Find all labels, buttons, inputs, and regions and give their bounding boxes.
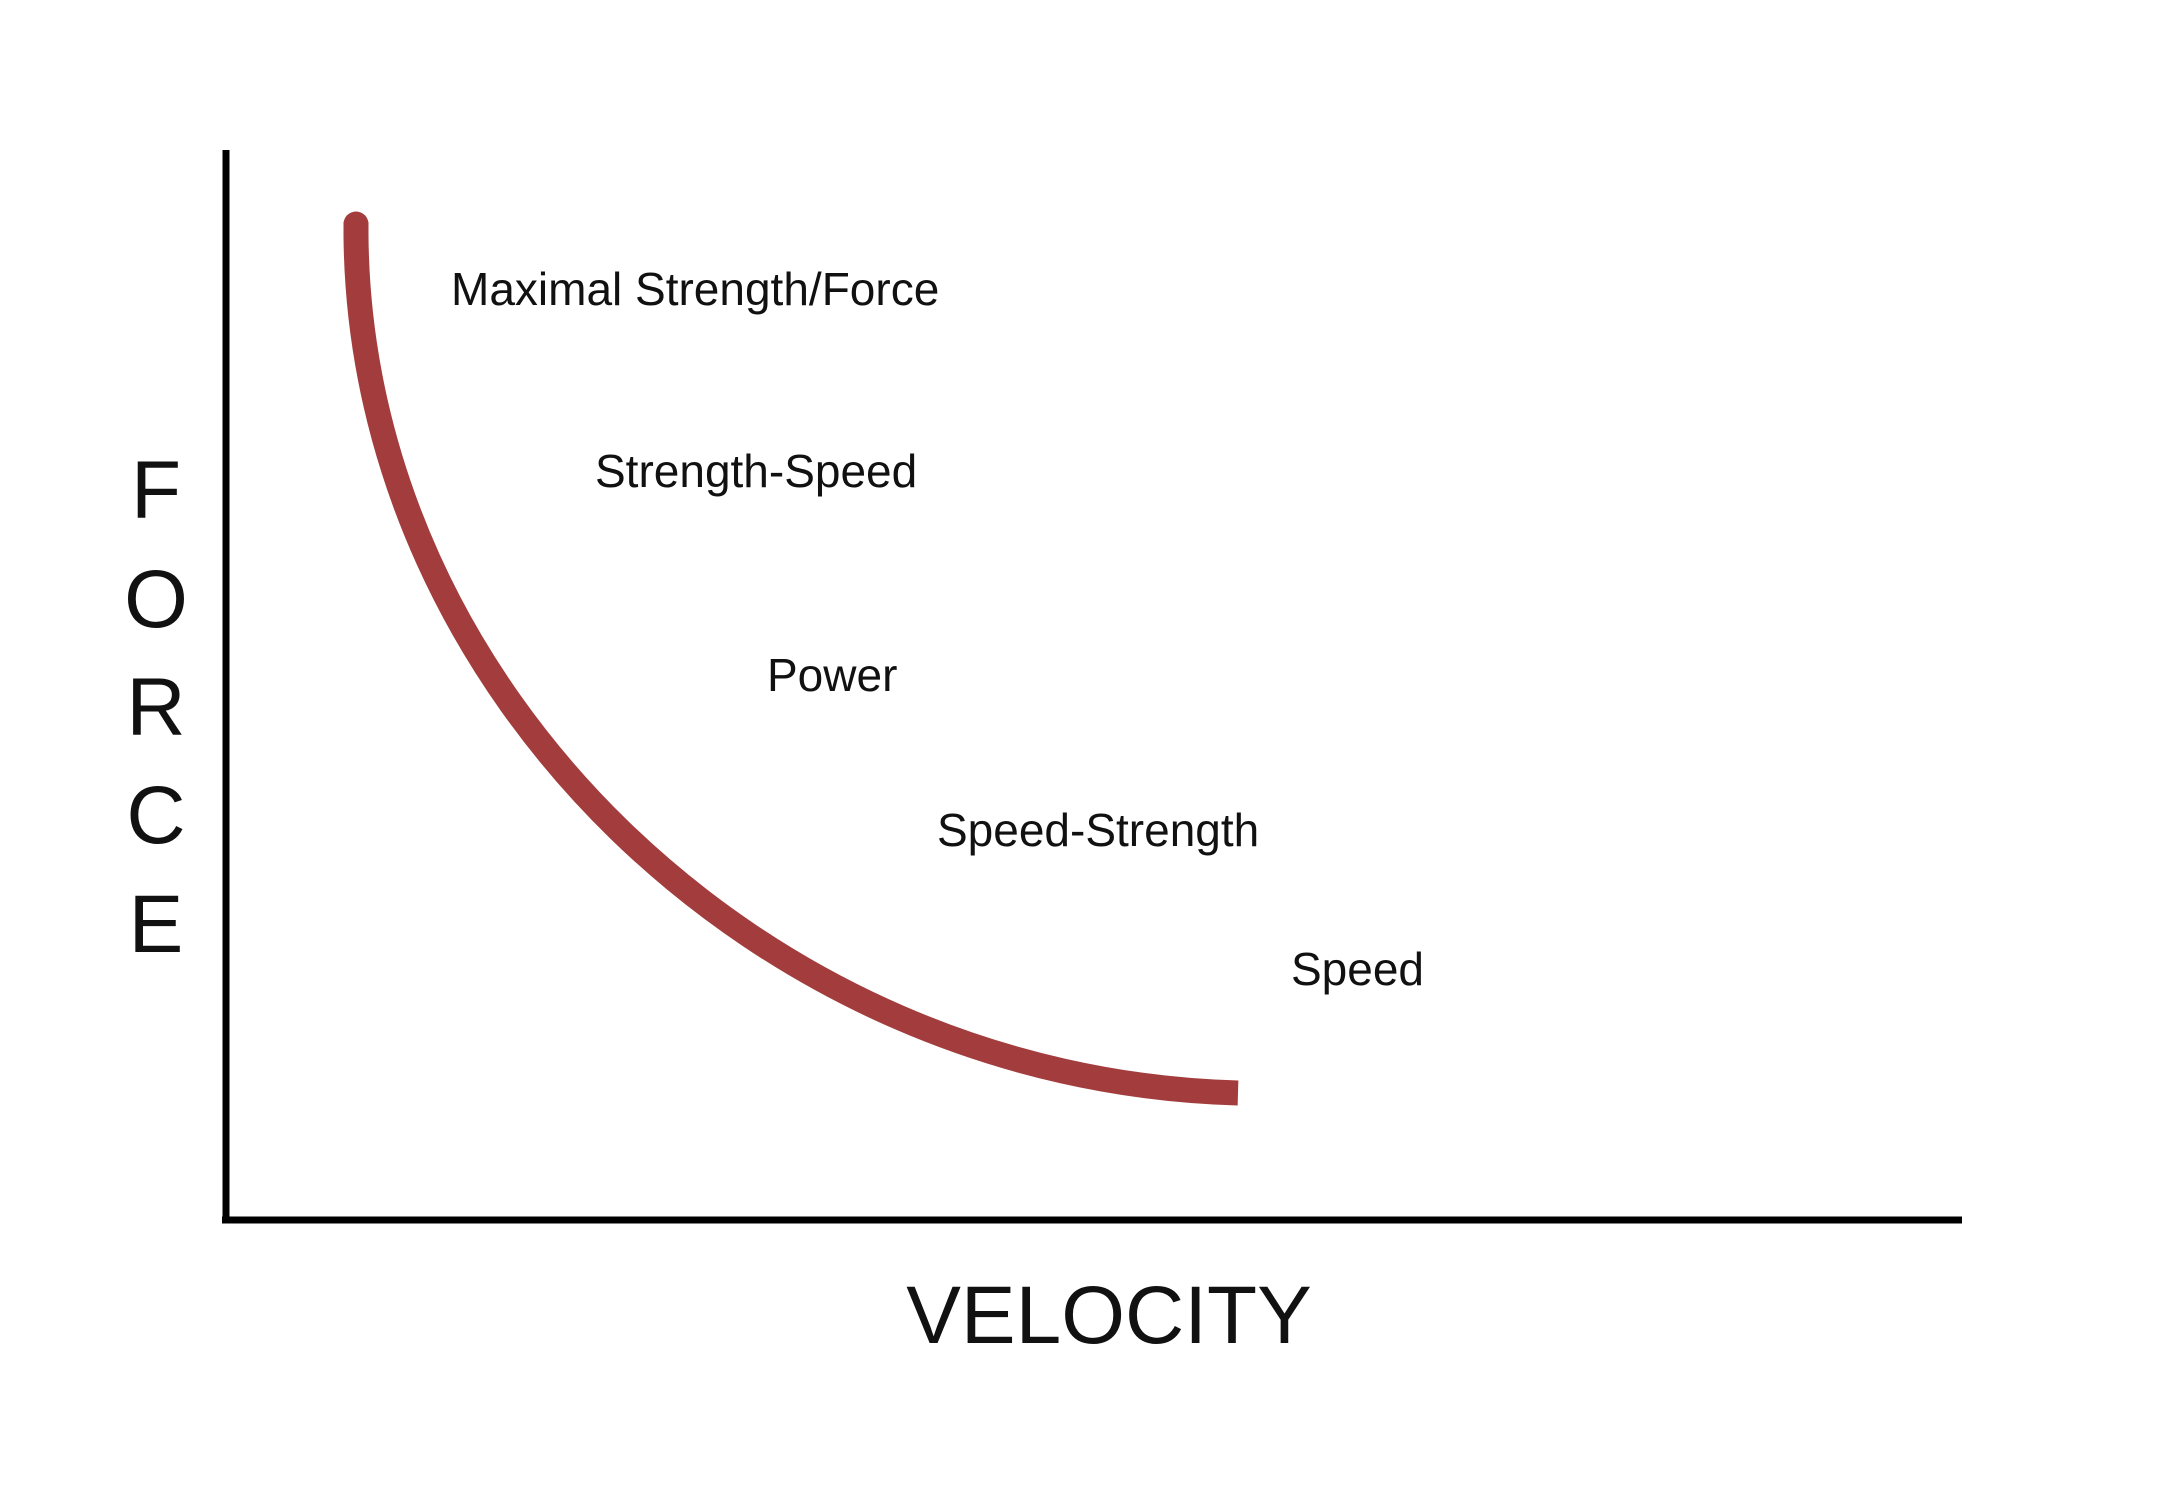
y-axis-title-letter-o: O xyxy=(124,554,188,645)
x-axis-title: VELOCITY xyxy=(906,1270,1312,1361)
curve-start-cap xyxy=(343,211,369,237)
y-axis-title-letter-r: R xyxy=(126,662,185,753)
zone-label-maximal-strength: Maximal Strength/Force xyxy=(451,263,939,315)
zone-label-strength-speed: Strength-Speed xyxy=(595,445,917,497)
zone-label-power: Power xyxy=(767,649,897,701)
y-axis-title-letter-c: C xyxy=(126,770,185,861)
y-axis-title-letter-e: E xyxy=(129,879,184,970)
y-axis-title-letter-f: F xyxy=(131,445,181,536)
force-velocity-curve xyxy=(343,222,1239,1106)
zone-label-speed: Speed xyxy=(1291,943,1424,995)
zone-label-speed-strength: Speed-Strength xyxy=(937,804,1259,856)
